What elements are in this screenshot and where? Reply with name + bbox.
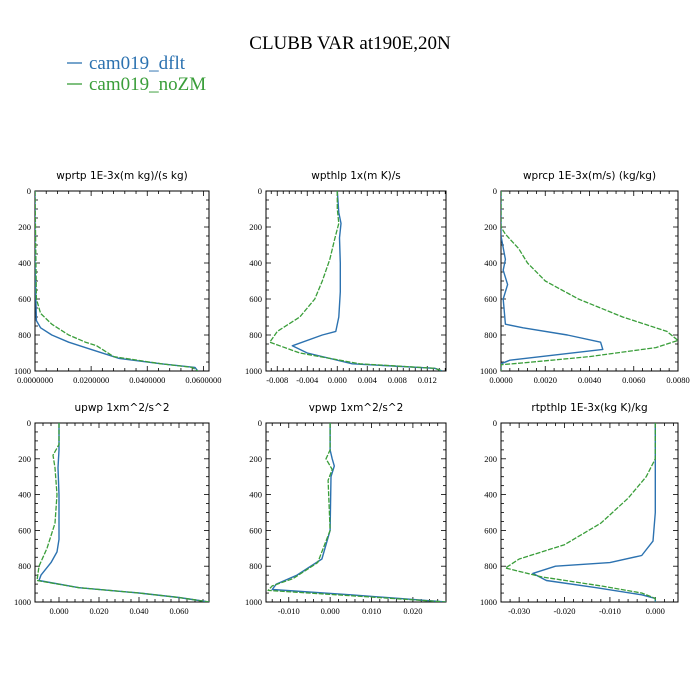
x-tick-label: -0.008 bbox=[266, 375, 288, 385]
y-tick-label: 600 bbox=[18, 294, 31, 304]
y-tick-label: 800 bbox=[484, 330, 497, 340]
y-tick-label: 600 bbox=[249, 525, 262, 535]
y-tick-label: 600 bbox=[484, 294, 497, 304]
x-tick-label: 0.008 bbox=[388, 375, 407, 385]
y-tick-label: 800 bbox=[18, 330, 31, 340]
x-tick-label: 0.020 bbox=[89, 606, 108, 616]
x-tick-label: 0.000 bbox=[49, 606, 68, 616]
y-tick-label: 200 bbox=[18, 222, 31, 232]
y-tick-label: 600 bbox=[18, 525, 31, 535]
plot-frame bbox=[265, 422, 447, 603]
y-tick-label: 400 bbox=[18, 490, 31, 500]
plot-frame bbox=[265, 190, 447, 372]
y-tick-label: 400 bbox=[484, 490, 497, 500]
x-tick-label: 0.0060 bbox=[622, 375, 645, 385]
plot-frame bbox=[34, 422, 210, 603]
y-tick-label: 0 bbox=[27, 186, 31, 196]
figure-title: CLUBB VAR at190E,20N bbox=[249, 33, 451, 54]
y-tick-label: 400 bbox=[249, 490, 262, 500]
x-tick-label: 0.000 bbox=[328, 375, 347, 385]
series-line-dflt bbox=[271, 423, 446, 602]
panel-title: wprcp 1E-3x(m/s) (kg/kg) bbox=[523, 170, 656, 182]
y-tick-label: 1000 bbox=[480, 597, 497, 607]
x-tick-label: 0.000 bbox=[321, 606, 340, 616]
legend-label-noZM: cam019_noZM bbox=[89, 74, 206, 95]
y-tick-label: 1000 bbox=[480, 366, 497, 376]
y-tick-label: 1000 bbox=[14, 366, 31, 376]
x-tick-label: 0.010 bbox=[362, 606, 381, 616]
panel-title: wpthlp 1x(m K)/s bbox=[311, 170, 401, 182]
y-tick-label: 200 bbox=[484, 222, 497, 232]
y-tick-label: 0 bbox=[493, 186, 497, 196]
y-tick-label: 200 bbox=[484, 454, 497, 464]
series-line-noZM bbox=[267, 423, 446, 602]
x-tick-label: -0.004 bbox=[296, 375, 319, 385]
y-tick-label: 400 bbox=[484, 258, 497, 268]
series-line-dflt bbox=[291, 191, 443, 371]
y-tick-label: 1000 bbox=[14, 597, 31, 607]
series-line-dflt bbox=[501, 191, 604, 371]
panel-2: wpthlp 1x(m K)/s 0 200 400 600 800 1000 -0.008-… bbox=[245, 170, 447, 385]
series-line-noZM bbox=[504, 423, 656, 602]
y-tick-label: 1000 bbox=[245, 597, 262, 607]
panel-4: upwp 1xm^2/s^2 0 200 400 600 800 1000 0.000 0.02… bbox=[14, 402, 210, 616]
panels: wprtp 1E-3x(m kg)/(s kg) 0 200 400 600 800 100… bbox=[14, 170, 690, 616]
legend: cam019_dflt cam019_noZM bbox=[67, 53, 206, 95]
x-tick-label: 0.012 bbox=[418, 375, 437, 385]
x-tick-label: -0.010 bbox=[278, 606, 300, 616]
x-tick-label: 0.0020 bbox=[534, 375, 557, 385]
x-tick-label: -0.020 bbox=[554, 606, 576, 616]
x-tick-label: 0.0200000 bbox=[73, 375, 109, 385]
x-tick-label: -0.030 bbox=[508, 606, 530, 616]
series-line-dflt bbox=[35, 191, 199, 371]
y-tick-label: 200 bbox=[18, 454, 31, 464]
y-tick-label: 0 bbox=[258, 186, 262, 196]
plot-frame bbox=[500, 190, 679, 372]
y-tick-label: 0 bbox=[27, 418, 31, 428]
x-tick-label: 0.004 bbox=[358, 375, 378, 385]
x-tick-label: 0.0600000 bbox=[185, 375, 221, 385]
y-tick-label: 800 bbox=[249, 561, 262, 571]
panel-1: wprtp 1E-3x(m kg)/(s kg) 0 200 400 600 800 100… bbox=[14, 170, 221, 385]
y-tick-label: 200 bbox=[249, 454, 262, 464]
y-tick-label: 600 bbox=[249, 294, 262, 304]
plot-frame bbox=[34, 190, 210, 372]
panel-title: vpwp 1xm^2/s^2 bbox=[309, 402, 404, 414]
x-tick-label: 0.0400000 bbox=[129, 375, 165, 385]
x-tick-label: -0.010 bbox=[599, 606, 621, 616]
legend-label-dflt: cam019_dflt bbox=[89, 53, 186, 74]
y-tick-label: 600 bbox=[484, 525, 497, 535]
y-tick-label: 400 bbox=[249, 258, 262, 268]
series-line-dflt bbox=[38, 423, 209, 602]
x-tick-label: 0.060 bbox=[169, 606, 188, 616]
panel-5: vpwp 1xm^2/s^2 0 200 400 600 800 1000 -0.010 0.0… bbox=[245, 402, 447, 616]
series-line-noZM bbox=[269, 191, 443, 371]
y-tick-label: 800 bbox=[18, 561, 31, 571]
series-line-noZM bbox=[501, 191, 678, 371]
series-line-noZM bbox=[35, 191, 199, 371]
x-tick-label: 0.0000000 bbox=[17, 375, 53, 385]
series-line-noZM bbox=[36, 423, 209, 602]
y-tick-label: 800 bbox=[249, 330, 262, 340]
x-tick-label: 0.0040 bbox=[578, 375, 601, 385]
x-tick-label: 0.020 bbox=[403, 606, 422, 616]
x-tick-label: 0.000 bbox=[646, 606, 665, 616]
x-tick-label: 0.0080 bbox=[666, 375, 689, 385]
panel-title: upwp 1xm^2/s^2 bbox=[75, 402, 170, 414]
panel-3: wprcp 1E-3x(m/s) (kg/kg) 0 200 400 600 800 100… bbox=[480, 170, 690, 385]
y-tick-label: 1000 bbox=[245, 366, 262, 376]
panel-title: rtpthlp 1E-3x(kg K)/kg bbox=[531, 402, 647, 414]
plot-frame bbox=[500, 422, 679, 603]
y-tick-label: 200 bbox=[249, 222, 262, 232]
y-tick-label: 0 bbox=[258, 418, 262, 428]
panel-6: rtpthlp 1E-3x(kg K)/kg 0 200 400 600 800 1000 -… bbox=[480, 402, 679, 616]
panel-title: wprtp 1E-3x(m kg)/(s kg) bbox=[56, 170, 187, 182]
y-tick-label: 400 bbox=[18, 258, 31, 268]
y-tick-label: 0 bbox=[493, 418, 497, 428]
x-tick-label: 0.0000 bbox=[489, 375, 512, 385]
y-tick-label: 800 bbox=[484, 561, 497, 571]
x-tick-label: 0.040 bbox=[129, 606, 148, 616]
series-line-dflt bbox=[532, 423, 656, 602]
